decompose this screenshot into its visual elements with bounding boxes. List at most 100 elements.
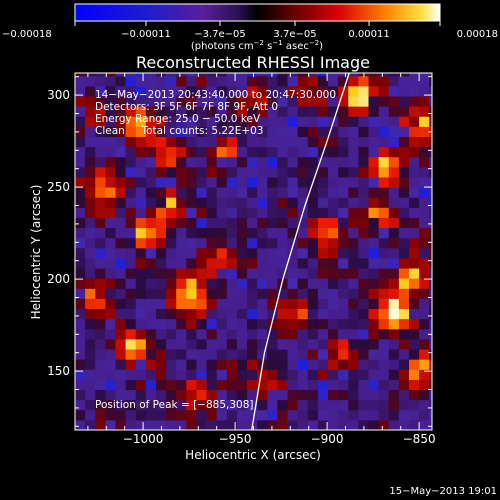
heatmap-cell	[186, 116, 197, 127]
heatmap-cell	[85, 349, 96, 360]
heatmap-cell	[196, 187, 208, 198]
heatmap-cell	[378, 389, 390, 401]
heatmap-cell	[368, 257, 380, 269]
heatmap-cell	[257, 85, 268, 97]
heatmap-cell	[338, 146, 349, 158]
heatmap-cell	[287, 369, 299, 380]
heatmap-cell	[398, 75, 410, 87]
heatmap-cell	[368, 298, 380, 310]
heatmap-cell	[105, 187, 116, 198]
heatmap-cell	[95, 298, 106, 310]
heatmap-cell	[348, 126, 359, 137]
heatmap-cell	[408, 409, 420, 421]
heatmap-cell	[145, 176, 157, 188]
heatmap-cell	[398, 136, 410, 148]
heatmap-cell	[277, 197, 289, 208]
heatmap-cell	[267, 96, 278, 107]
heatmap-cell	[125, 268, 137, 279]
heatmap-cell	[429, 257, 432, 269]
heatmap-cell	[317, 328, 329, 340]
heatmap-cell	[186, 96, 197, 107]
heatmap-cell	[206, 136, 218, 148]
heatmap-cell	[317, 207, 329, 218]
heatmap-cell	[186, 176, 197, 188]
heatmap-cell	[155, 328, 167, 340]
heatmap-cell	[176, 419, 187, 430]
heatmap-cell	[307, 247, 319, 259]
heatmap-cell	[368, 136, 380, 148]
heatmap-cell	[226, 278, 238, 289]
heatmap-cell	[166, 399, 177, 411]
heatmap-cell	[408, 247, 420, 259]
heatmap-cell	[338, 308, 349, 320]
heatmap-cell	[378, 308, 390, 320]
heatmap-cell	[85, 298, 96, 310]
heatmap-cell	[135, 166, 147, 178]
heatmap-cell	[267, 338, 278, 350]
heatmap-cell	[267, 349, 278, 360]
heatmap-cell	[368, 207, 380, 218]
heatmap-cell	[287, 187, 299, 198]
heatmap-cell	[358, 247, 370, 259]
heatmap-cell	[307, 349, 319, 360]
heatmap-cell	[378, 156, 390, 168]
heatmap-cell	[135, 156, 147, 168]
heatmap-cell	[368, 85, 380, 97]
heatmap-cell	[317, 237, 329, 249]
heatmap-cell	[125, 176, 137, 188]
heatmap-cell	[236, 207, 248, 218]
heatmap-cell	[155, 338, 167, 350]
heatmap-cell	[419, 247, 430, 259]
heatmap-cell	[408, 308, 420, 320]
heatmap-cell	[247, 389, 258, 401]
heatmap-cell	[206, 298, 218, 310]
heatmap-cell	[378, 247, 390, 259]
heatmap-cell	[307, 217, 319, 229]
heatmap-cell	[287, 389, 299, 401]
heatmap-cell	[155, 217, 167, 229]
heatmap-cell	[338, 369, 349, 380]
heatmap-cell	[429, 217, 432, 229]
heatmap-cell	[216, 116, 228, 127]
heatmap-cell	[196, 328, 208, 340]
heatmap-cell	[196, 166, 208, 178]
heatmap-cell	[317, 409, 329, 421]
heatmap-cell	[307, 409, 319, 421]
heatmap-cell	[155, 419, 167, 430]
heatmap-cell	[236, 126, 248, 137]
heatmap-cell	[236, 359, 248, 370]
heatmap-cell	[358, 328, 370, 340]
heatmap-cell	[206, 96, 218, 107]
heatmap-cell	[226, 247, 238, 259]
heatmap-cell	[419, 268, 430, 279]
heatmap-cell	[115, 268, 127, 279]
heatmap-cell	[297, 136, 309, 148]
heatmap-cell	[358, 136, 370, 148]
heatmap-cell	[429, 176, 432, 188]
heatmap-cell	[186, 399, 197, 411]
heatmap-cell	[297, 399, 309, 411]
heatmap-cell	[267, 419, 278, 430]
heatmap-cell	[145, 106, 157, 117]
heatmap-cell	[247, 75, 258, 87]
heatmap-cell	[277, 106, 289, 117]
heatmap-cell	[166, 379, 177, 391]
heatmap-cell	[388, 409, 400, 421]
heatmap-cell	[328, 187, 339, 198]
heatmap-cell	[297, 389, 309, 401]
heatmap-cell	[196, 156, 208, 168]
heatmap-cell	[368, 379, 380, 391]
heatmap-cell	[196, 106, 208, 117]
heatmap-cell	[358, 369, 370, 380]
heatmap-cell	[176, 197, 187, 208]
heatmap-cell	[176, 146, 187, 158]
heatmap-cell	[236, 176, 248, 188]
heatmap-cell	[247, 176, 258, 188]
heatmap-cell	[317, 257, 329, 269]
heatmap-cell	[398, 298, 410, 310]
heatmap-cell	[257, 106, 268, 117]
heatmap-cell	[85, 227, 96, 239]
heatmap-cell	[368, 75, 380, 87]
heatmap-cell	[328, 409, 339, 421]
heatmap-cell	[176, 237, 187, 249]
